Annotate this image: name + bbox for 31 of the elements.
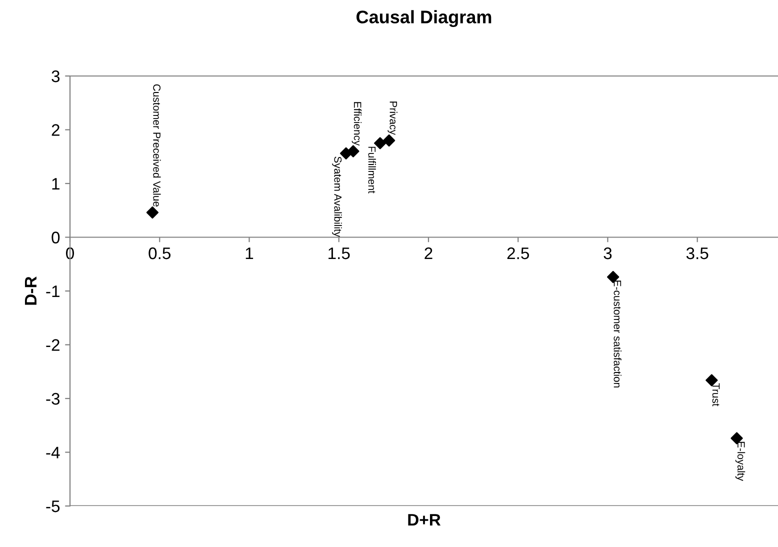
x-tick-label: 0.5 xyxy=(148,247,171,260)
point xyxy=(347,145,360,158)
chart-title: Causal Diagram xyxy=(356,10,492,28)
annotation: E-loyalty xyxy=(735,442,746,481)
x-tick-label: 3.5 xyxy=(686,247,708,260)
annotation: Syatem Avalibility xyxy=(332,156,342,238)
y-tick-label: -2 xyxy=(46,339,60,351)
y-tick-label: -4 xyxy=(46,446,60,458)
annotation: Efficiency xyxy=(352,102,362,146)
point xyxy=(374,137,386,150)
x-tick-label: 2.5 xyxy=(507,247,529,260)
x-axis-title: D+R xyxy=(408,514,441,526)
annotation: Trust xyxy=(712,383,720,406)
y-axis-title: D-R xyxy=(24,276,36,305)
annotation: Privacy xyxy=(388,102,398,135)
y-tick-label: 1 xyxy=(52,178,60,190)
y-tick-label: 3 xyxy=(52,70,60,82)
point xyxy=(382,134,396,147)
y-tick-label: 2 xyxy=(52,124,60,136)
y-tick-label: -3 xyxy=(46,392,60,405)
point xyxy=(146,206,159,219)
y-tick-label: -5 xyxy=(46,500,60,512)
annotation: Fulfillment xyxy=(368,146,376,194)
annotation: E-customer satisfaction xyxy=(614,280,622,388)
x-tick-label: 1.5 xyxy=(328,248,350,260)
x-tick-label: 2 xyxy=(424,247,432,260)
y-tick-label: 0 xyxy=(52,232,60,244)
annotation: Customer Preceived Value xyxy=(153,84,161,207)
x-tick-label: 1 xyxy=(246,248,254,260)
x-tick-label: 3 xyxy=(604,247,612,260)
y-tick-label: -1 xyxy=(46,286,60,298)
